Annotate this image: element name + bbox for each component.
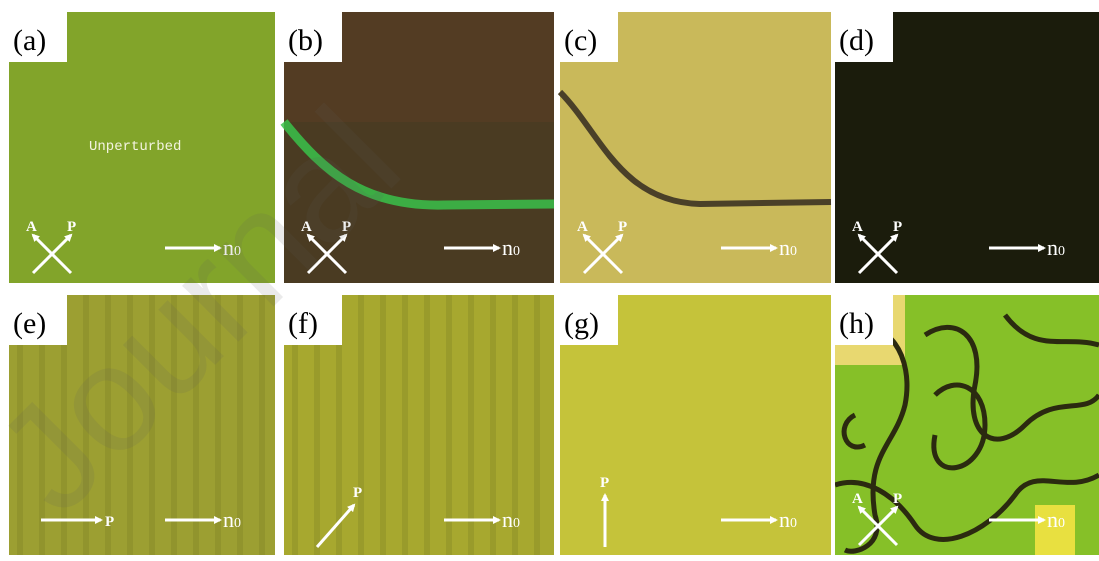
polarizer-label: P: [893, 491, 902, 507]
director-symbol: n: [779, 507, 790, 532]
panel: (c) A Pn0: [560, 12, 831, 283]
panel: (f)Pn0: [284, 295, 554, 555]
polarizer-label: A: [852, 219, 863, 235]
panel-label: (c): [564, 24, 597, 57]
panel-label: (e): [13, 307, 46, 340]
stripe: [468, 295, 474, 555]
director-symbol: n: [779, 235, 790, 260]
panel: (d) A Pn0: [835, 12, 1099, 283]
polarizer-label: A: [26, 219, 37, 235]
director-subscript: 0: [1058, 516, 1065, 531]
polarizer-label: P: [67, 219, 76, 235]
stripe: [380, 295, 386, 555]
director-symbol: n: [223, 507, 234, 532]
polarizer-label: A: [852, 491, 863, 507]
panel: (h) A Pn0: [835, 295, 1099, 561]
panel: (g) Pn0: [560, 295, 831, 555]
figure: (a)UnperturbedAPn0(b)APn0(c)APn0(d)APn0(…: [0, 0, 1099, 561]
director-subscript: 0: [790, 244, 797, 259]
polarizer-label: A: [577, 219, 588, 235]
director-subscript: 0: [790, 516, 797, 531]
panel-label: (g): [564, 307, 599, 340]
polarizer-label: P: [353, 485, 362, 501]
director-symbol: n: [1047, 235, 1058, 260]
director-symbol: n: [1047, 507, 1058, 532]
stripe: [358, 295, 364, 555]
annotation: Unperturbed: [89, 139, 181, 155]
stripe: [534, 295, 540, 555]
director-subscript: 0: [513, 244, 520, 259]
stripe: [490, 295, 496, 555]
stripe: [424, 295, 430, 555]
director-subscript: 0: [234, 516, 241, 531]
polarizer-label: P: [618, 219, 627, 235]
director-subscript: 0: [513, 516, 520, 531]
panel-label: (b): [288, 24, 323, 57]
stripe: [402, 295, 408, 555]
panel-label: (h): [839, 307, 874, 340]
polarizer-label: P: [893, 219, 902, 235]
panel-label: (a): [13, 24, 46, 57]
director-symbol: n: [502, 235, 513, 260]
panel-label: (d): [839, 24, 874, 57]
stripe: [446, 295, 452, 555]
director-symbol: n: [502, 507, 513, 532]
director-subscript: 0: [1058, 244, 1065, 259]
polarizer-label: P: [600, 475, 609, 491]
